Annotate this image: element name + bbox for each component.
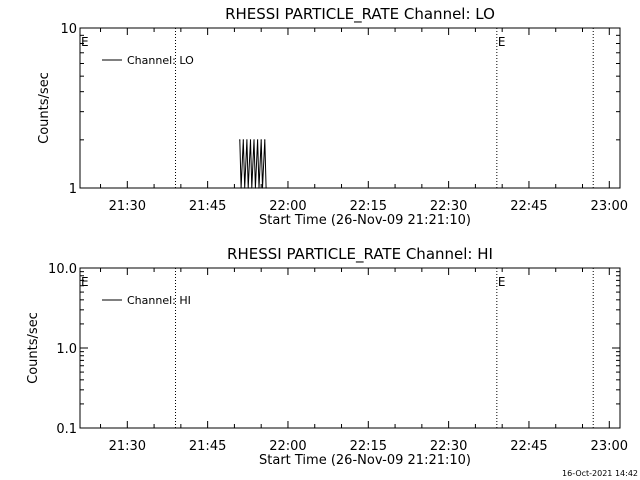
x-tick-label: 22:30 xyxy=(430,199,467,214)
chart-title: RHESSI PARTICLE_RATE Channel: LO xyxy=(225,5,495,24)
x-axis-label: Start Time (26-Nov-09 21:21:10) xyxy=(259,453,471,468)
data-point xyxy=(251,187,253,189)
data-point xyxy=(261,187,264,189)
x-tick-label: 22:45 xyxy=(510,199,547,214)
y-tick-label: 10.0 xyxy=(48,262,77,277)
event-marker-label: E xyxy=(498,35,506,49)
x-tick-label: 21:30 xyxy=(109,199,146,214)
x-axis-label: Start Time (26-Nov-09 21:21:10) xyxy=(259,213,471,228)
x-tick-label: 21:30 xyxy=(109,439,146,454)
x-tick-label: 21:45 xyxy=(189,439,226,454)
data-point xyxy=(264,139,266,141)
chart-panel-1: RHESSI PARTICLE_RATE Channel: LO 21:30 21:… xyxy=(37,5,628,228)
data-point xyxy=(254,187,256,189)
x-tick-label: 22:15 xyxy=(350,199,387,214)
chart-title: RHESSI PARTICLE_RATE Channel: HI xyxy=(227,245,493,264)
x-tick-label: 22:30 xyxy=(430,439,467,454)
event-marker-label: E xyxy=(81,35,89,49)
data-point xyxy=(258,187,260,189)
data-point xyxy=(240,187,242,189)
y-axis-label: Counts/sec xyxy=(26,312,41,384)
legend-label: Channel: HI xyxy=(127,294,191,307)
chart-panel-2: RHESSI PARTICLE_RATE Channel: HI 21:30 21:… xyxy=(26,245,628,468)
x-tick-label: 23:00 xyxy=(591,199,628,214)
y-axis-label: Counts/sec xyxy=(37,72,52,144)
data-point xyxy=(242,139,244,141)
y-tick-label: 1.0 xyxy=(56,342,77,357)
x-tick-label: 21:45 xyxy=(189,199,226,214)
series-line xyxy=(239,139,267,189)
data-point xyxy=(257,139,259,141)
data-point xyxy=(249,139,252,141)
y-tick-label: 0.1 xyxy=(56,422,77,437)
x-tick-label: 22:00 xyxy=(269,439,306,454)
x-tick-label: 22:00 xyxy=(269,199,306,214)
plot-frame xyxy=(79,27,621,189)
x-tick-label: 23:00 xyxy=(591,439,628,454)
plot-timestamp: 16-Oct-2021 14:42 xyxy=(562,469,638,478)
event-marker-label: E xyxy=(81,275,89,289)
y-tick-label: 1 xyxy=(69,182,77,197)
data-point xyxy=(253,139,255,141)
x-tick-label: 22:45 xyxy=(510,439,547,454)
data-point xyxy=(244,187,246,189)
event-marker-label: E xyxy=(498,275,506,289)
y-tick-label: 10 xyxy=(60,22,77,37)
data-point xyxy=(265,187,267,189)
data-point xyxy=(260,139,262,141)
data-point xyxy=(247,187,249,189)
data-point xyxy=(246,139,248,141)
x-tick-label: 22:15 xyxy=(350,439,387,454)
legend-label: Channel: LO xyxy=(127,54,194,67)
data-point xyxy=(239,139,241,141)
